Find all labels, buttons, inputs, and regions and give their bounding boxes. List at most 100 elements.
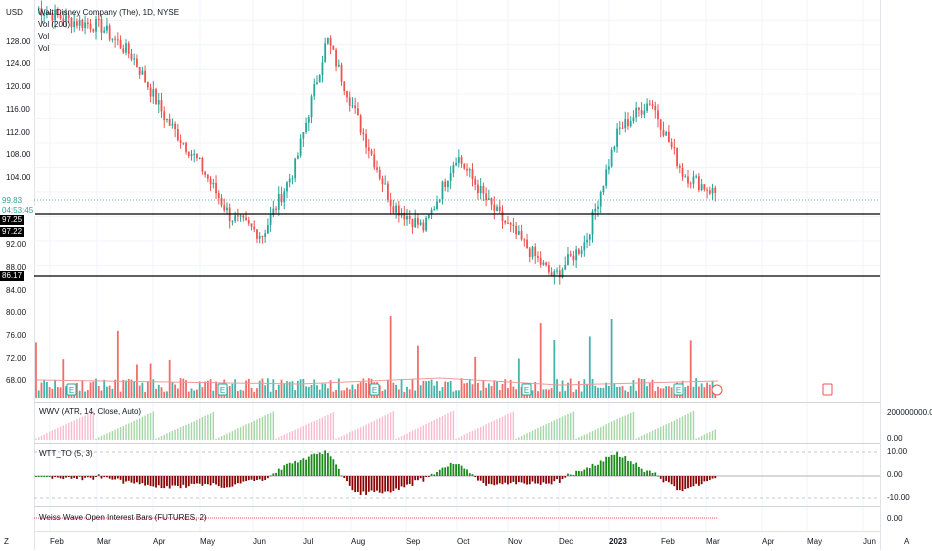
wwv-bar — [477, 428, 479, 440]
wwv-bar — [589, 432, 591, 440]
wtt-bar — [346, 476, 348, 482]
candle-body — [627, 119, 629, 127]
wwv-bar — [264, 415, 266, 440]
candle-body — [687, 176, 689, 184]
wtt-bar — [662, 476, 665, 483]
volume-bar — [427, 380, 430, 398]
candle-body — [157, 100, 160, 105]
candle-body — [662, 129, 665, 136]
volume-bar — [294, 390, 297, 398]
wtt-bar — [81, 476, 84, 481]
wtt-bar — [542, 476, 545, 483]
wwv-bar — [539, 426, 542, 440]
wwv-bar — [245, 424, 247, 440]
wwv-bar — [660, 426, 662, 440]
wtt-bar — [419, 476, 422, 479]
wtt-bar — [100, 476, 103, 479]
auto-scale-button[interactable]: A — [904, 537, 910, 546]
candle-body — [196, 153, 198, 159]
candle-body — [54, 9, 56, 21]
candle-body — [474, 178, 477, 185]
wtt-bar — [242, 476, 245, 482]
candle-body — [340, 64, 343, 82]
wtt-bar — [146, 476, 149, 485]
candle-body — [176, 129, 179, 141]
candle-body — [234, 215, 237, 222]
wtt-bar — [48, 476, 51, 477]
wtt-bar — [463, 468, 466, 476]
volume-bar — [460, 378, 463, 398]
wtt-bar — [215, 476, 217, 485]
volume-bar — [313, 379, 316, 398]
wwv-bar — [687, 413, 689, 440]
time-label: Feb — [50, 537, 64, 546]
wtt-bar — [610, 454, 613, 476]
candle-body — [209, 178, 212, 185]
wwv-bar — [526, 433, 528, 440]
wtt-bar — [613, 454, 616, 476]
wtt-bar — [572, 474, 575, 476]
candle-body — [403, 212, 406, 220]
wwv-bar — [51, 430, 54, 440]
wwv-bar — [155, 438, 157, 440]
pane-divider-wwv[interactable] — [34, 402, 880, 403]
wtt-bar — [269, 475, 272, 477]
wtt-bar — [291, 463, 294, 476]
wtt-bar — [411, 476, 414, 486]
wwv-bar — [580, 436, 583, 440]
wtt-bar — [332, 459, 335, 476]
candle-body — [542, 262, 545, 265]
volume-bar — [326, 388, 329, 398]
candle-body — [59, 14, 62, 19]
wtt-bar — [171, 476, 174, 486]
pane-divider-wtt[interactable] — [34, 443, 880, 444]
right-price-axis[interactable]: 200000000.00 0.00 10.00 0.00 -10.00 0.00 — [880, 0, 932, 550]
volume-bar — [444, 381, 447, 398]
wtt-bar — [54, 476, 56, 477]
wwv-bar — [59, 426, 62, 440]
zoom-reset-button[interactable]: Z — [4, 537, 9, 546]
volume-bar — [545, 389, 548, 398]
volume-bar — [65, 386, 67, 398]
wtt-bar — [103, 476, 106, 478]
candle-body — [411, 219, 414, 228]
volume-bar — [572, 391, 575, 398]
wwv-bar — [43, 434, 45, 440]
wtt-bar — [553, 476, 556, 482]
volume-bar — [468, 379, 471, 398]
wtt-bar — [597, 464, 599, 476]
volume-bar — [408, 389, 411, 398]
volume-bar — [59, 387, 62, 398]
dividend-marker — [711, 384, 723, 396]
candle-body — [239, 215, 242, 217]
wwv-bar — [681, 416, 684, 440]
wwv-bar — [409, 432, 411, 440]
wwv-bar — [441, 415, 444, 440]
candle-body — [534, 246, 537, 257]
price-tick: 68.00 — [6, 376, 27, 385]
candle-body — [635, 107, 638, 118]
wwv-bar — [531, 430, 534, 440]
price-tick: 128.00 — [6, 37, 31, 46]
wwv-bar — [501, 416, 504, 440]
pane-divider-oib[interactable] — [34, 506, 880, 507]
candle-body — [689, 183, 692, 185]
wwv-bar — [499, 417, 501, 440]
wtt-bar — [277, 468, 280, 476]
candle-body — [547, 265, 550, 273]
time-axis[interactable]: Feb Mar Apr May Jun Jul Aug Sep Oct Nov Dec 2023 Feb… — [34, 531, 880, 551]
candle-body — [226, 207, 228, 211]
price-tick: 124.00 — [6, 59, 31, 68]
chart-legend-title: Walt Disney Company (The), 1D, NYSE — [38, 8, 180, 17]
volume-bar — [365, 382, 367, 398]
candle-body — [65, 15, 67, 22]
wtt-bar — [370, 476, 373, 491]
volume-bar — [646, 386, 648, 398]
wwv-bar — [709, 432, 711, 440]
wwv-bar — [182, 426, 185, 440]
volume-bar — [367, 378, 370, 398]
wwv-bar — [439, 417, 441, 440]
hline-tag-97-22: 97.22 — [0, 227, 25, 237]
wtt-bar — [621, 457, 624, 476]
